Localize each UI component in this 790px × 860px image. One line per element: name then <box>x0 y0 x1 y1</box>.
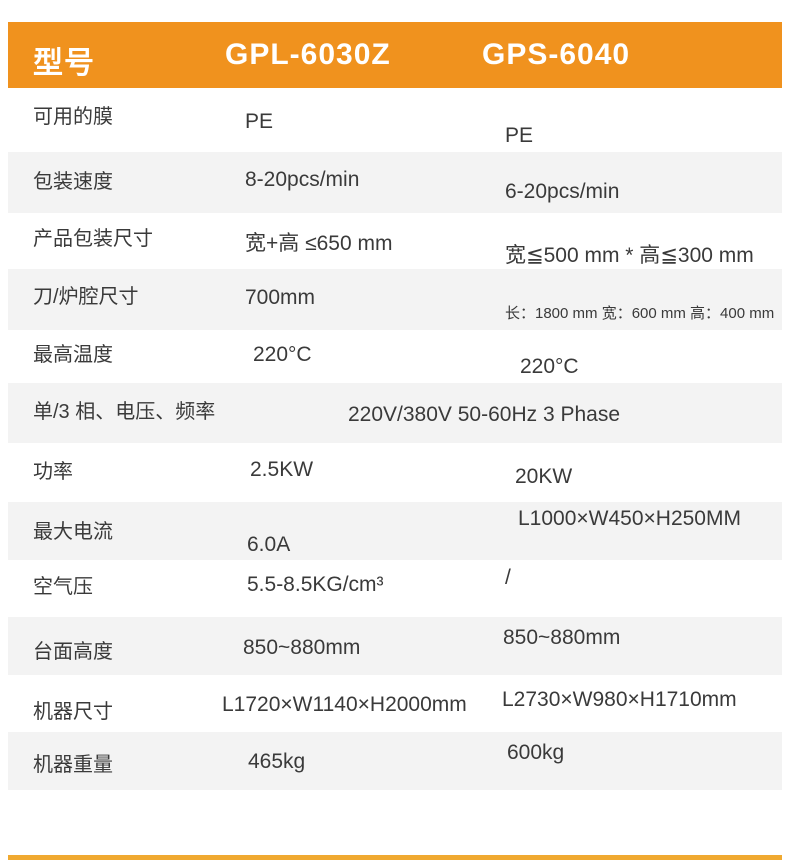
table-row-power: 功率 2.5KW 20KW <box>8 443 782 502</box>
spec-sheet: 型号 GPL-6030Z GPS-6040 可用的膜 PE PE 包装速度 8-… <box>8 0 782 860</box>
cell-model2-value: 20KW <box>515 465 573 488</box>
cell-model2-value: 220°C <box>520 355 579 378</box>
footer-accent-bar <box>8 855 782 860</box>
header-title: 型号 <box>33 47 95 80</box>
table-row-film: 可用的膜 PE PE <box>8 88 782 152</box>
row-label: 最大电流 <box>33 521 113 543</box>
row-label: 可用的膜 <box>33 106 113 128</box>
cell-model1-value: 宽+高 ≤650 mm <box>245 232 393 255</box>
row-label: 台面高度 <box>33 641 113 663</box>
cell-model1-value: 5.5-8.5KG/cm³ <box>247 573 384 596</box>
table-row-machine-size: 机器尺寸 L1720×W1140×H2000mm L2730×W980×H171… <box>8 675 782 732</box>
cell-model2-value: 600kg <box>507 741 565 764</box>
cell-model2-value: L1000×W450×H250MM <box>518 507 741 530</box>
spec-rows: 可用的膜 PE PE 包装速度 8-20pcs/min 6-20pcs/min … <box>8 88 782 790</box>
row-label: 刀/炉腔尺寸 <box>33 286 139 308</box>
cell-model1-value: 700mm <box>245 286 316 309</box>
cell-model2-value: 850~880mm <box>503 626 621 649</box>
table-row-max-temp: 最高温度 220°C 220°C <box>8 330 782 383</box>
table-row-machine-weight: 机器重量 465kg 600kg <box>8 732 782 790</box>
row-label: 包装速度 <box>33 171 113 193</box>
cell-model1-value: L1720×W1140×H2000mm <box>222 693 467 716</box>
row-label: 机器尺寸 <box>33 701 113 723</box>
model-1-header: GPL-6030Z <box>225 38 391 71</box>
cell-model2-value: 长：1800 mm 宽：600 mm 高：400 mm <box>505 305 775 322</box>
cell-model2-value: / <box>505 566 511 589</box>
table-row-package-size: 产品包装尺寸 宽+高 ≤650 mm 宽≦500 mm * 高≦300 mm <box>8 213 782 269</box>
cell-model1-value: 8-20pcs/min <box>245 168 360 191</box>
table-header: 型号 GPL-6030Z GPS-6040 <box>8 22 782 88</box>
row-label: 空气压 <box>33 576 93 598</box>
row-label: 功率 <box>33 461 73 483</box>
table-row-voltage: 单/3 相、电压、频率 220V/380V 50-60Hz 3 Phase <box>8 383 782 443</box>
cell-model2-value: 6-20pcs/min <box>505 180 620 203</box>
row-label: 最高温度 <box>33 344 113 366</box>
table-row-chamber-size: 刀/炉腔尺寸 700mm 长：1800 mm 宽：600 mm 高：400 mm <box>8 269 782 330</box>
cell-spanning-value: 220V/380V 50-60Hz 3 Phase <box>348 403 621 426</box>
cell-model1-value: 850~880mm <box>243 636 361 659</box>
cell-model1-value: 465kg <box>248 750 306 773</box>
row-label: 单/3 相、电压、频率 <box>33 401 216 423</box>
table-row-max-current: 最大电流 6.0A L1000×W450×H250MM <box>8 502 782 560</box>
model-2-header: GPS-6040 <box>482 38 631 71</box>
cell-model1-value: 6.0A <box>247 533 291 556</box>
cell-model2-value: PE <box>505 124 534 147</box>
table-row-table-height: 台面高度 850~880mm 850~880mm <box>8 617 782 675</box>
table-row-air-pressure: 空气压 5.5-8.5KG/cm³ / <box>8 560 782 617</box>
cell-model1-value: PE <box>245 110 274 133</box>
cell-model1-value: 2.5KW <box>250 458 314 481</box>
cell-model2-value: 宽≦500 mm * 高≦300 mm <box>505 244 754 267</box>
row-label: 机器重量 <box>33 754 113 776</box>
cell-model2-value: L2730×W980×H1710mm <box>502 688 737 711</box>
row-label: 产品包装尺寸 <box>33 228 153 250</box>
cell-model1-value: 220°C <box>253 343 312 366</box>
table-row-speed: 包装速度 8-20pcs/min 6-20pcs/min <box>8 152 782 213</box>
